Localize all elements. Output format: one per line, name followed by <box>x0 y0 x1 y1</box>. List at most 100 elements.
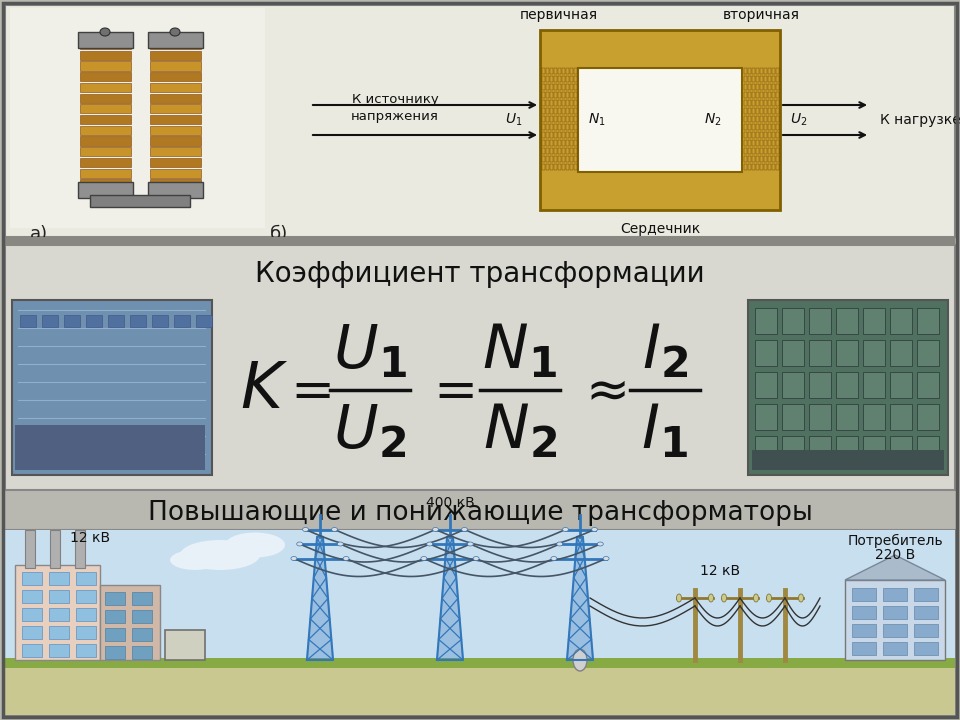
Bar <box>570 124 573 130</box>
Bar <box>772 124 775 130</box>
Bar <box>756 100 759 106</box>
Bar <box>570 92 573 98</box>
Bar <box>554 76 557 82</box>
Text: $=$: $=$ <box>422 364 473 416</box>
Bar <box>130 315 146 327</box>
Bar <box>542 76 545 82</box>
Bar <box>554 84 557 90</box>
Bar <box>546 76 549 82</box>
Ellipse shape <box>708 594 713 602</box>
Bar <box>76 644 96 657</box>
Bar <box>809 308 831 334</box>
Bar <box>150 158 201 167</box>
Bar <box>578 68 742 172</box>
Bar <box>768 108 771 114</box>
Bar <box>809 340 831 366</box>
Bar <box>776 84 779 90</box>
Bar <box>768 132 771 138</box>
Bar <box>562 148 565 154</box>
Bar <box>574 108 577 114</box>
Bar <box>546 140 549 146</box>
Bar <box>776 164 779 170</box>
Bar <box>80 179 131 189</box>
Bar <box>566 132 569 138</box>
Ellipse shape <box>462 528 468 531</box>
Bar <box>890 372 912 398</box>
Ellipse shape <box>225 533 285 557</box>
Bar <box>914 606 938 619</box>
Bar <box>574 164 577 170</box>
Bar <box>768 68 771 74</box>
Text: К источнику
напряжения: К источнику напряжения <box>351 93 439 123</box>
Bar <box>150 72 201 81</box>
Bar <box>546 164 549 170</box>
Bar <box>558 140 561 146</box>
Bar <box>5 530 955 670</box>
Bar <box>756 116 759 122</box>
Ellipse shape <box>597 542 603 546</box>
Text: $\mathbf{\mathit{K}}$: $\mathbf{\mathit{K}}$ <box>240 359 288 421</box>
Bar <box>22 572 42 585</box>
Bar <box>890 340 912 366</box>
Bar <box>80 50 131 60</box>
Bar <box>75 530 85 568</box>
Bar <box>546 156 549 162</box>
Bar <box>748 108 751 114</box>
Bar <box>50 530 60 568</box>
Bar <box>550 68 553 74</box>
Bar <box>752 132 755 138</box>
Bar <box>570 84 573 90</box>
Text: а): а) <box>30 225 48 243</box>
Bar <box>542 124 545 130</box>
Text: б): б) <box>270 225 288 243</box>
Polygon shape <box>567 536 593 660</box>
Bar <box>883 588 907 601</box>
Ellipse shape <box>551 557 557 560</box>
Bar <box>764 156 767 162</box>
Bar <box>760 140 763 146</box>
Bar <box>570 76 573 82</box>
Bar <box>845 580 945 660</box>
Bar <box>550 100 553 106</box>
Bar <box>20 315 36 327</box>
Bar <box>914 588 938 601</box>
Bar <box>776 148 779 154</box>
Bar <box>863 340 885 366</box>
Bar <box>546 108 549 114</box>
Bar <box>132 610 152 623</box>
Bar <box>49 644 69 657</box>
Bar <box>562 68 565 74</box>
Bar <box>542 108 545 114</box>
Bar <box>574 68 577 74</box>
Bar <box>132 646 152 659</box>
Bar <box>550 156 553 162</box>
Bar <box>25 530 35 568</box>
Bar <box>80 83 131 92</box>
Text: 12 кВ: 12 кВ <box>700 564 740 578</box>
Ellipse shape <box>297 542 302 546</box>
Bar <box>917 404 939 430</box>
Bar <box>760 164 763 170</box>
Bar <box>755 404 777 430</box>
Bar <box>554 116 557 122</box>
Ellipse shape <box>170 550 220 570</box>
Bar <box>542 116 545 122</box>
Bar <box>809 404 831 430</box>
Ellipse shape <box>799 594 804 602</box>
Bar <box>554 92 557 98</box>
Bar <box>554 164 557 170</box>
Bar <box>917 308 939 334</box>
Bar <box>764 116 767 122</box>
Bar <box>863 372 885 398</box>
Bar <box>42 315 58 327</box>
Bar <box>150 136 201 145</box>
Bar <box>80 40 131 49</box>
Bar <box>752 108 755 114</box>
Bar <box>744 148 747 154</box>
Bar <box>196 315 212 327</box>
Bar <box>756 76 759 82</box>
Text: 400 кВ: 400 кВ <box>425 496 474 510</box>
Bar <box>883 606 907 619</box>
Bar <box>566 108 569 114</box>
Bar <box>554 156 557 162</box>
